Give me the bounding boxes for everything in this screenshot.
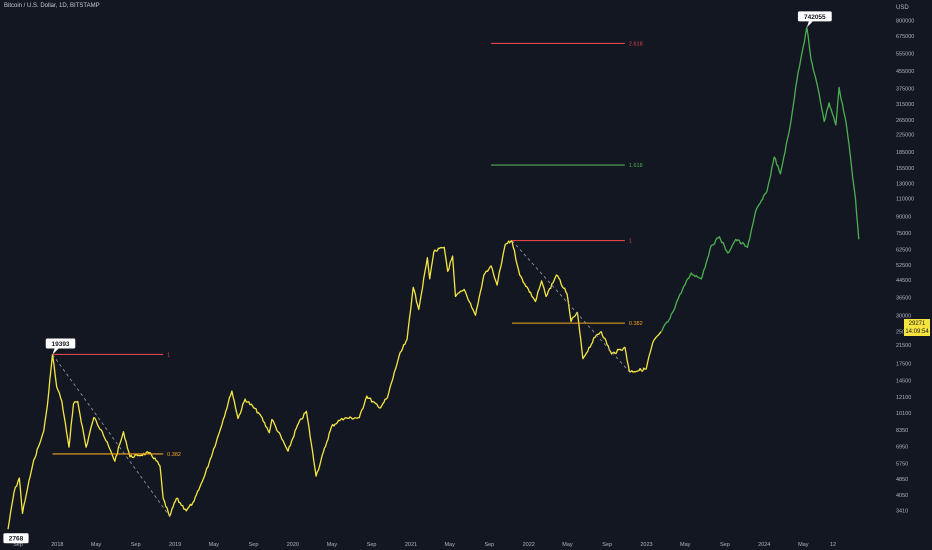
bar-countdown: 14:09:54 <box>905 329 929 335</box>
y-tick-label: 5750 <box>896 462 908 468</box>
y-tick-label: 90000 <box>896 215 911 221</box>
fib-level-label: 0.382 <box>167 452 181 458</box>
y-tick-label: 36500 <box>896 296 911 302</box>
x-tick-label: Sep <box>249 542 259 548</box>
y-tick-label: 130000 <box>896 182 914 188</box>
price-annotation-box <box>45 338 76 349</box>
x-tick-label: 2024 <box>758 542 770 548</box>
x-tick-label: Sep <box>484 542 494 548</box>
y-tick-label: 44500 <box>896 278 911 284</box>
x-tick-label: Sep <box>13 542 23 548</box>
x-tick-label: 2020 <box>287 542 299 548</box>
price-series-line <box>7 239 662 530</box>
y-tick-label: 12100 <box>896 395 911 401</box>
y-tick-label: 75000 <box>896 231 911 237</box>
x-tick-label: May <box>798 542 809 548</box>
y-tick-label: 25000 <box>896 330 911 336</box>
x-tick-label: May <box>91 542 102 548</box>
fib-level-label: 1 <box>167 352 170 358</box>
price-annotation-box <box>3 533 29 544</box>
y-tick-label: 17500 <box>896 362 911 368</box>
x-tick-label: Sep <box>131 542 141 548</box>
last-price-tag: 29271 14:09:54 <box>904 319 930 336</box>
y-tick-label: 10100 <box>896 411 911 417</box>
y-tick-label: 225000 <box>896 132 914 138</box>
x-tick-label: 2023 <box>640 542 652 548</box>
x-tick-label: May <box>562 542 573 548</box>
y-tick-label: 155000 <box>896 166 914 172</box>
price-annotation-text: 742055 <box>804 14 826 21</box>
x-tick-label: 12 <box>830 542 836 548</box>
y-tick-label: 555000 <box>896 51 914 57</box>
x-tick-label: May <box>444 542 455 548</box>
price-annotation-text: 19393 <box>51 341 69 348</box>
y-tick-label: 375000 <box>896 87 914 93</box>
fib-level-label: 1 <box>629 239 632 245</box>
y-tick-label: 30000 <box>896 313 911 319</box>
x-tick-label: 2021 <box>405 542 417 548</box>
x-tick-label: 2022 <box>523 542 535 548</box>
y-tick-label: 6950 <box>896 445 908 451</box>
y-tick-label: 14500 <box>896 379 911 385</box>
x-tick-label: May <box>209 542 220 548</box>
trendline-dashed <box>511 240 630 373</box>
x-tick-label: May <box>327 542 338 548</box>
fib-level-label: 0.382 <box>629 321 643 327</box>
y-tick-label: 455000 <box>896 69 914 75</box>
price-series-line <box>660 26 860 333</box>
y-tick-label: 800000 <box>896 19 914 25</box>
y-tick-label: 52500 <box>896 263 911 269</box>
fib-level-label: 1.618 <box>629 163 643 169</box>
y-tick-label: 675000 <box>896 34 914 40</box>
y-tick-label: 315000 <box>896 102 914 108</box>
price-annotation-box <box>797 11 832 22</box>
y-tick-label: 4050 <box>896 493 908 499</box>
y-tick-label: 21500 <box>896 343 911 349</box>
y-tick-label: 185000 <box>896 150 914 156</box>
y-tick-label: 62500 <box>896 247 911 253</box>
symbol-title: Bitcoin / U.S. Dollar, 1D, BITSTAMP <box>4 3 100 9</box>
y-tick-label: 110000 <box>896 197 914 203</box>
fib-level-label: 2.618 <box>629 41 643 47</box>
x-tick-label: Sep <box>720 542 730 548</box>
x-tick-label: Sep <box>602 542 612 548</box>
y-tick-label: 3410 <box>896 509 908 515</box>
y-tick-label: 8350 <box>896 428 908 434</box>
y-tick-label: 265000 <box>896 118 914 124</box>
last-price-value: 29271 <box>908 321 926 327</box>
price-annotation-text: 2768 <box>9 536 24 543</box>
price-annotation-pointer <box>806 21 813 28</box>
x-tick-label: 2018 <box>51 542 63 548</box>
x-tick-label: 2019 <box>169 542 181 548</box>
y-axis-unit-label: USD <box>896 5 909 11</box>
y-tick-label: 4850 <box>896 477 908 483</box>
x-tick-label: Sep <box>367 542 377 548</box>
price-annotation-pointer <box>52 348 59 355</box>
x-tick-label: May <box>680 542 691 548</box>
